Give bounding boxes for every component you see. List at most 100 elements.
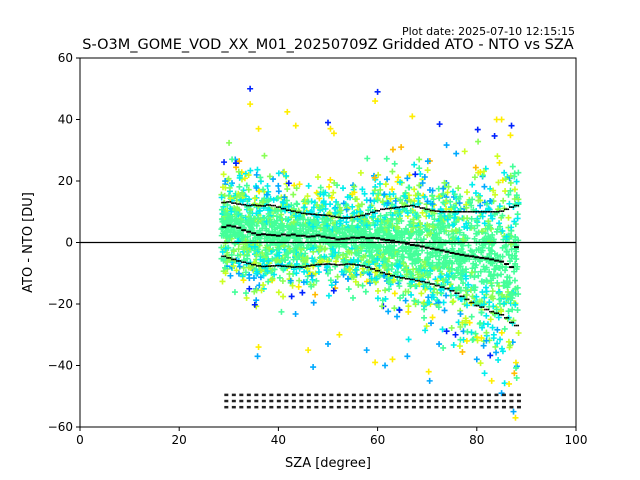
dotted-black-lower-marker [373, 268, 376, 270]
count-label-mark [479, 393, 484, 397]
scatter-point [293, 225, 300, 232]
dotted-black-lower-marker [398, 276, 400, 278]
dotted-black-lower-marker [375, 269, 377, 272]
dotted-black-upper-marker [404, 205, 407, 208]
scatter-point [244, 252, 251, 259]
chart-title: S-O3M_GOME_VOD_XX_M01_20250709Z Gridded … [82, 37, 573, 53]
scatter-point [492, 191, 499, 198]
scatter-point [483, 337, 490, 344]
scatter-point [384, 176, 391, 183]
dotted-black-lower-marker [444, 287, 447, 290]
scatter-point [500, 279, 507, 286]
scatter-point [479, 213, 486, 220]
scatter-point [377, 186, 384, 193]
scatter-point [233, 193, 240, 200]
scatter-point [222, 178, 229, 185]
scatter-point [419, 247, 426, 254]
dotted-black-lower-marker [457, 292, 460, 295]
scatter-point [501, 169, 508, 176]
scatter-point [251, 260, 258, 267]
dotted-black-upper-marker [447, 210, 450, 213]
scatter-point [224, 259, 231, 266]
dotted-black-upper-marker [290, 210, 293, 212]
dotted-black-upper-marker [323, 214, 326, 216]
scatter-point [463, 204, 470, 211]
scatter-point [250, 215, 257, 222]
scatter-point [512, 414, 519, 421]
scatter-point [226, 139, 233, 146]
dotted-black-upper-marker [335, 216, 337, 219]
dotted-black-upper-marker [353, 216, 356, 219]
dotted-black-lower-marker [480, 306, 483, 308]
scatter-point [497, 223, 504, 230]
dotted-black-upper-marker [373, 211, 376, 214]
count-label-mark [314, 405, 319, 409]
scatter-point [327, 201, 334, 208]
scatter-point [344, 275, 351, 282]
scatter-point [471, 174, 478, 181]
scatter-point [459, 348, 466, 355]
scatter-point [412, 260, 419, 267]
scatter-point [468, 269, 475, 276]
scatter-point [415, 200, 422, 207]
scatter-point [472, 190, 479, 197]
count-label-mark [509, 405, 514, 409]
scatter-point [284, 186, 291, 193]
scatter-point [455, 247, 462, 254]
dotted-black-lower-marker [262, 265, 265, 268]
scatter-point [284, 108, 291, 115]
dotted-black-upper-marker [508, 206, 511, 208]
count-label-mark [239, 399, 244, 403]
dotted-black-upper-marker [396, 206, 399, 209]
dotted-black-upper-marker [304, 212, 306, 215]
scatter-point [290, 219, 297, 226]
dotted-black-lower-marker [406, 277, 409, 280]
scatter-point [484, 200, 491, 207]
count-label-mark [254, 405, 259, 409]
scatter-point [450, 234, 457, 241]
scatter-point [471, 235, 478, 242]
scatter-point [352, 196, 359, 203]
scatter-point [460, 215, 467, 222]
scatter-point [372, 359, 379, 366]
scatter-point [463, 337, 470, 344]
scatter-point [235, 238, 242, 245]
scatter-point [476, 298, 483, 305]
scatter-point [244, 233, 251, 240]
scatter-point [515, 196, 522, 203]
scatter-point [498, 271, 504, 278]
scatter-point [411, 161, 418, 168]
dotted-black-upper-marker [482, 210, 485, 213]
scatter-point [402, 189, 409, 196]
scatter-point [357, 225, 364, 232]
dotted-black-upper-marker [328, 214, 331, 217]
scatter-point [276, 274, 283, 281]
scatter-point [222, 231, 229, 238]
count-label-mark [501, 405, 506, 409]
scatter-point [254, 166, 261, 173]
scatter-point [515, 329, 522, 336]
count-label-mark [411, 393, 416, 397]
scatter-point [384, 200, 391, 207]
scatter-point [271, 271, 278, 278]
scatter-point [330, 287, 337, 294]
scatter-point [221, 159, 228, 166]
dotted-black-lower-marker [304, 266, 306, 268]
dotted-black-lower-marker [292, 266, 295, 268]
count-label-mark [456, 405, 461, 409]
scatter-point [240, 277, 247, 284]
count-label-mark [494, 405, 499, 409]
scatter-point [417, 224, 424, 231]
scatter-point [310, 257, 317, 264]
scatter-point [396, 277, 403, 284]
scatter-point [312, 291, 319, 298]
scatter-point [509, 306, 516, 313]
scatter-point [296, 181, 303, 188]
count-label-mark [434, 393, 439, 397]
scatter-point [381, 257, 388, 264]
scatter-point [280, 293, 287, 300]
scatter-point [406, 230, 413, 237]
dotted-black-upper-marker [320, 214, 323, 216]
dotted-black-lower-marker [414, 279, 417, 282]
scatter-point [327, 266, 334, 273]
